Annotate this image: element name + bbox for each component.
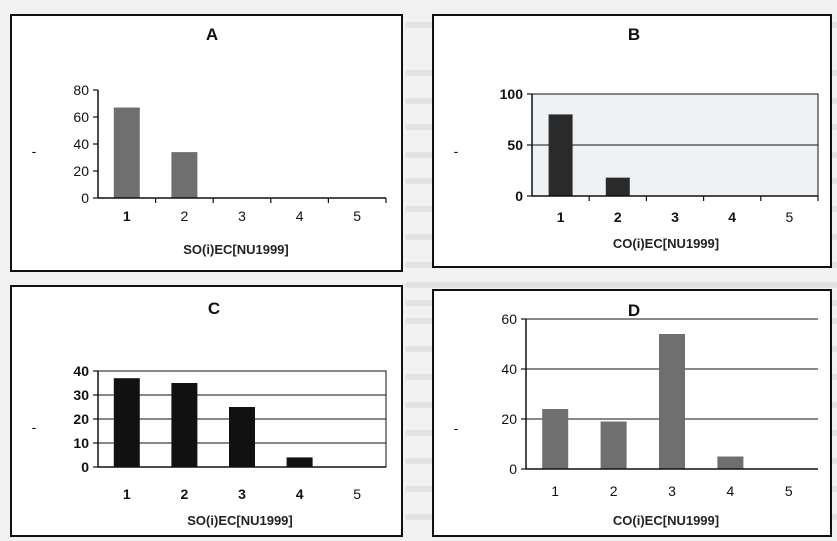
y-tick-label: 60 [73,109,89,125]
y-tick-label: 0 [509,461,517,477]
x-tick-label: 4 [728,209,736,225]
y-tick-label: 60 [501,311,517,327]
x-axis-title: CO(i)EC[NU1999] [613,236,719,251]
bar-2 [171,383,198,467]
x-tick-label: 3 [238,486,246,502]
chart-panel-c: C - 0 10 20 30 40 1 2 3 4 5 SO(i)EC[NU1999] [10,285,403,537]
bar-3 [659,334,685,469]
x-tick-label: 2 [610,483,618,499]
y-tick-label: 30 [73,387,89,403]
y-tick-label: 0 [81,190,89,206]
bar-4 [717,456,744,469]
x-tick-label: 4 [727,483,735,499]
bar-2 [605,177,630,196]
chart-svg: A - 0 20 40 60 80 1 2 3 4 5 SO(i)EC[NU1999] [32,25,387,257]
chart-panel-d: D - 0 20 40 60 1 2 3 4 5 CO(i)EC[NU1999] [432,289,832,537]
x-tick-label: 5 [785,483,793,499]
bar-1 [113,107,140,198]
x-axis-title: CO(i)EC[NU1999] [613,513,719,528]
y-tick-label: 40 [73,363,89,379]
panel-letter: A [206,25,218,44]
x-tick-label: 1 [557,209,565,225]
x-tick-label: 2 [181,486,189,502]
x-tick-label: 2 [181,208,189,224]
bar-2 [600,421,627,469]
y-tick-label: 10 [73,435,89,451]
bar-2 [171,152,198,198]
bar-1 [542,409,569,469]
chart-svg: C - 0 10 20 30 40 1 2 3 4 5 SO(i)EC[NU1999] [32,299,387,528]
bar-3 [229,407,255,467]
y-tick-label: 0 [81,459,89,475]
x-tick-label: 5 [786,209,794,225]
x-axis-title: SO(i)EC[NU1999] [183,242,288,257]
x-tick-label: 1 [551,483,559,499]
y-tick-label: 40 [73,136,89,152]
chart-panel-a: A - 0 20 40 60 80 1 2 3 4 5 SO(i)EC[NU1999] [10,14,403,272]
y-tick-label: 50 [507,137,523,153]
chart-panel-b: B - 0 50 100 1 2 3 4 5 CO(i)EC[NU1999] [432,14,832,268]
y-axis-label: - [32,143,37,159]
y-tick-label: 100 [500,86,524,102]
x-tick-label: 3 [668,483,676,499]
bar-1 [113,378,140,467]
panel-letter: D [628,301,640,320]
x-tick-label: 3 [238,208,246,224]
chart-svg: D - 0 20 40 60 1 2 3 4 5 CO(i)EC[NU1999] [454,301,818,528]
y-axis-label: - [32,419,37,435]
y-tick-label: 0 [515,188,523,204]
y-tick-label: 40 [501,361,517,377]
y-tick-label: 80 [73,82,89,98]
x-tick-label: 1 [123,208,131,224]
x-tick-label: 4 [296,486,304,502]
y-tick-label: 20 [501,411,517,427]
panel-letter: B [628,25,640,44]
y-axis-label: - [454,143,459,159]
x-tick-label: 4 [296,208,304,224]
x-tick-label: 5 [353,486,361,502]
x-tick-label: 5 [353,208,361,224]
bar-4 [286,457,313,467]
bar-1 [548,114,573,196]
x-tick-label: 2 [614,209,622,225]
y-tick-label: 20 [73,411,89,427]
y-axis-label: - [454,420,459,436]
y-tick-label: 20 [73,163,89,179]
panel-letter: C [208,299,220,318]
x-tick-label: 3 [671,209,679,225]
x-tick-label: 1 [123,486,131,502]
chart-svg: B - 0 50 100 1 2 3 4 5 CO(i)EC[NU1999] [454,25,819,251]
x-axis-title: SO(i)EC[NU1999] [187,513,292,528]
